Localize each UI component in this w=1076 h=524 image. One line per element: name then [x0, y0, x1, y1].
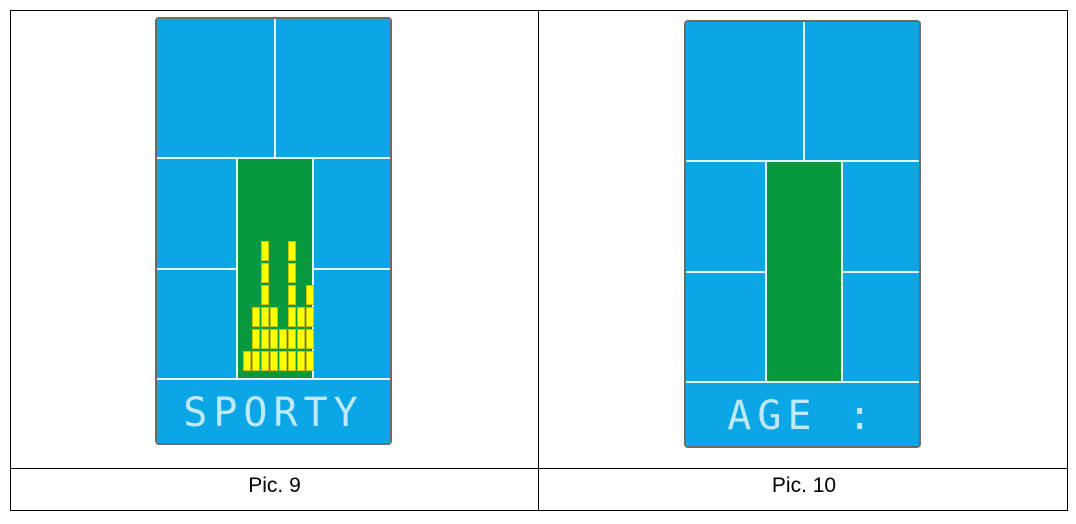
- profile-bar-segment: [252, 351, 260, 371]
- lcd-age-text: AGE : 25: [727, 393, 878, 439]
- lcd-display-pic-10: AGE : 25: [684, 20, 921, 448]
- profile-bar-segment: [243, 351, 251, 371]
- lcd-low-left-panel: [157, 270, 236, 378]
- profile-bar-segment: [306, 285, 314, 305]
- column-divider: [538, 11, 539, 510]
- lcd-text-panel: [686, 383, 919, 446]
- profile-bar-segment: [261, 285, 269, 305]
- profile-bar-segment: [261, 263, 269, 283]
- profile-bar-segment: [261, 241, 269, 261]
- profile-bar-segment: [306, 351, 314, 371]
- profile-bar-segment: [270, 329, 278, 349]
- profile-bar-segment: [288, 329, 296, 349]
- lcd-program-text: SPORTY 1: [183, 390, 364, 436]
- profile-bar-segment: [261, 351, 269, 371]
- profile-bar-segment: [288, 307, 296, 327]
- profile-bar-segment: [297, 351, 305, 371]
- program-bar-area: [767, 162, 841, 381]
- profile-bar-segment: [270, 351, 278, 371]
- profile-bar-segment: [288, 241, 296, 261]
- profile-bar-segment: [288, 263, 296, 283]
- profile-bar-segment: [288, 285, 296, 305]
- lcd-mid-left-panel: [157, 159, 236, 268]
- caption-pic-9: Pic. 9: [248, 474, 301, 497]
- lcd-low-right-panel: [314, 270, 390, 378]
- profile-bar-segment: [252, 307, 260, 327]
- profile-bar-segment: [252, 329, 260, 349]
- lcd-mid-left-panel: [686, 162, 765, 271]
- profile-bar-segment: [270, 307, 278, 327]
- lcd-display-pic-9: SPORTY 1: [155, 17, 392, 445]
- profile-bar-segment: [261, 329, 269, 349]
- profile-bar-segment: [288, 351, 296, 371]
- profile-bar-segment: [279, 351, 287, 371]
- caption-pic-10: Pic. 10: [771, 474, 837, 497]
- profile-bar-segment: [297, 307, 305, 327]
- lcd-low-left-panel: [686, 273, 765, 381]
- lcd-text-panel: [157, 380, 390, 443]
- profile-bar-segment: [279, 329, 287, 349]
- lcd-top-right-panel: [276, 19, 390, 157]
- lcd-top-left-panel: [686, 22, 803, 160]
- lcd-mid-right-panel: [843, 162, 919, 271]
- lcd-low-right-panel: [843, 273, 919, 381]
- lcd-mid-right-panel: [314, 159, 390, 268]
- profile-bar-segment: [297, 329, 305, 349]
- figure-table: Pic. 9 Pic. 10: [10, 10, 1068, 511]
- program-profile-bars: [238, 159, 314, 378]
- lcd-top-right-panel: [805, 22, 919, 160]
- profile-bar-segment: [306, 307, 314, 327]
- lcd-top-left-panel: [157, 19, 274, 157]
- profile-bar-segment: [306, 329, 314, 349]
- profile-bar-segment: [261, 307, 269, 327]
- row-divider: [11, 468, 1067, 469]
